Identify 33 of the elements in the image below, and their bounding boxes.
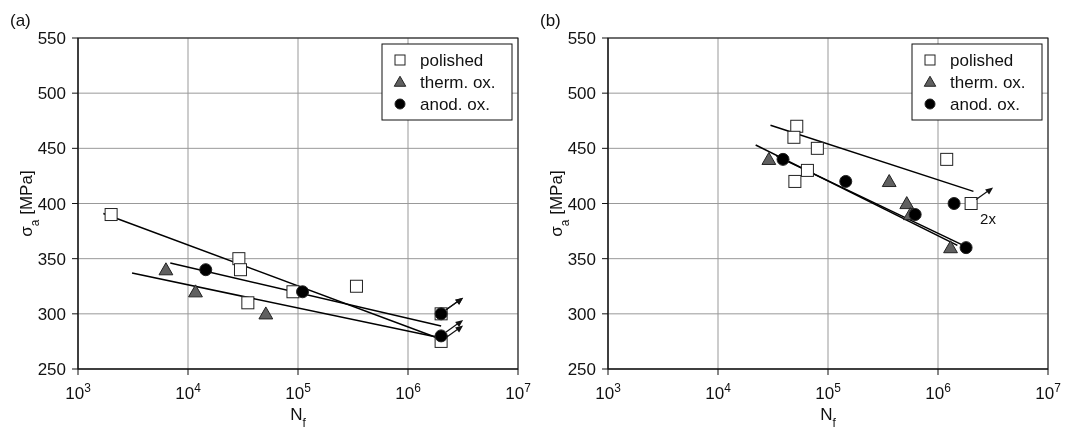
x-tick-label: 10$^{6}$ <box>395 381 422 403</box>
x-tick-label: 10$^{3}$ <box>595 381 622 403</box>
x-axis-title: N$_{f}$ <box>820 405 837 430</box>
x-tick-label: 10$^{5}$ <box>285 381 312 403</box>
y-tick-label: 450 <box>37 139 66 159</box>
y-tick-label: 350 <box>37 249 66 269</box>
x-axis-title: N$_{f}$ <box>290 405 307 430</box>
legend-label: anod. ox. <box>420 95 490 114</box>
x-tick-label: 10$^{4}$ <box>705 381 732 403</box>
y-tick-label: 250 <box>37 360 66 379</box>
annotation: 2x <box>980 209 997 227</box>
legend-label: anod. ox. <box>950 95 1020 114</box>
y-tick-label: 500 <box>567 84 596 104</box>
x-tick-label: 10$^{5}$ <box>815 381 842 403</box>
y-tick-label: 300 <box>567 304 596 324</box>
x-tick-label: 10$^{6}$ <box>925 381 952 403</box>
legend-label: therm. ox. <box>420 73 496 92</box>
y-tick-label: 350 <box>567 249 596 269</box>
x-tick-label: 10$^{7}$ <box>505 381 532 403</box>
y-tick-label: 300 <box>37 304 66 324</box>
x-tick-label: 10$^{4}$ <box>175 381 202 403</box>
y-tick-label: 550 <box>37 29 66 48</box>
y-tick-label: 450 <box>567 139 596 159</box>
chart-title: (a) <box>10 11 31 30</box>
legend-label: therm. ox. <box>950 73 1026 92</box>
x-tick-label: 10$^{7}$ <box>1035 381 1062 403</box>
y-tick-label: 550 <box>567 29 596 48</box>
legend-label: polished <box>420 51 484 70</box>
y-tick-label: 250 <box>567 360 596 379</box>
chart-title: (b) <box>540 11 561 30</box>
legend-label: polished <box>950 51 1014 70</box>
x-tick-label: 10$^{3}$ <box>65 381 92 403</box>
y-tick-label: 500 <box>37 84 66 104</box>
